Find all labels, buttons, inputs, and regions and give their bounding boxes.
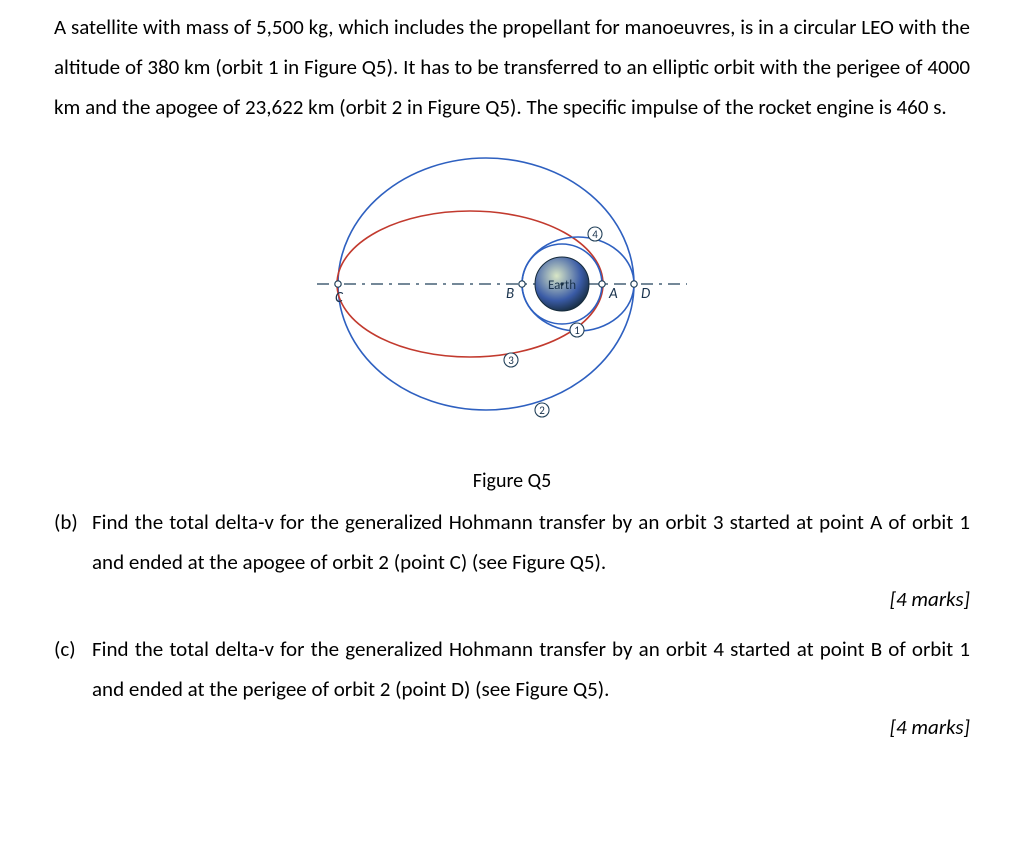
part-c: (c) Find the total delta-v for the gener… <box>54 630 970 710</box>
part-c-marks: [4 marks] <box>54 714 970 740</box>
page: A satellite with mass of 5,500 kg, which… <box>0 0 1024 857</box>
part-c-text: Find the total delta-v for the generaliz… <box>92 630 970 710</box>
orbit-diagram: Earth A B C D 1 2 3 4 <box>297 142 727 467</box>
svg-text:A: A <box>608 285 618 303</box>
svg-text:Earth: Earth <box>548 278 576 293</box>
figure-caption: Figure Q5 <box>54 469 970 493</box>
part-b-marks: [4 marks] <box>54 586 970 612</box>
problem-intro: A satellite with mass of 5,500 kg, which… <box>54 8 970 128</box>
svg-text:3: 3 <box>508 354 514 367</box>
figure-q5: Earth A B C D 1 2 3 4 Figure Q5 <box>54 142 970 493</box>
svg-text:B: B <box>506 285 514 303</box>
part-b-text: Find the total delta-v for the generaliz… <box>92 503 970 583</box>
svg-text:2: 2 <box>539 404 545 417</box>
part-b: (b) Find the total delta-v for the gener… <box>54 503 970 583</box>
svg-text:1: 1 <box>574 324 580 337</box>
svg-text:D: D <box>641 285 650 303</box>
part-b-label: (b) <box>54 503 92 583</box>
svg-text:C: C <box>335 289 344 307</box>
part-c-label: (c) <box>54 630 92 710</box>
svg-text:4: 4 <box>592 228 598 241</box>
